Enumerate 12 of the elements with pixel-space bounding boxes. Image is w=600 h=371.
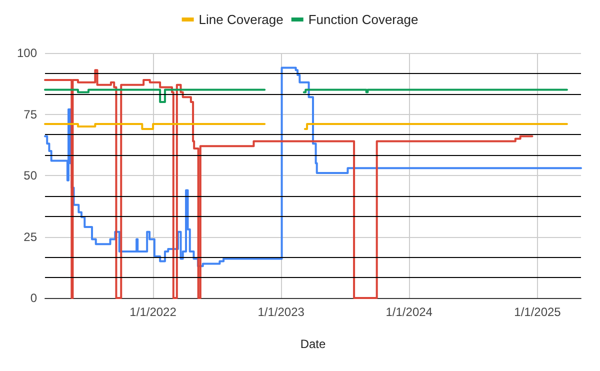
x-tick-label: 1/1/2023 bbox=[258, 305, 305, 319]
legend-label: Line Coverage bbox=[198, 12, 284, 27]
y-tick-label: 25 bbox=[24, 230, 38, 244]
x-axis-title: Date bbox=[300, 337, 326, 351]
x-tick-label: 1/1/2024 bbox=[386, 305, 433, 319]
legend-label: Function Coverage bbox=[308, 12, 418, 27]
y-tick-label: 75 bbox=[24, 107, 38, 122]
x-tick-label: 1/1/2022 bbox=[130, 305, 177, 319]
x-tick-label: 1/1/2025 bbox=[514, 305, 562, 319]
y-tick-label: 0 bbox=[30, 291, 38, 305]
y-tick-label: 100 bbox=[16, 46, 38, 60]
y-tick-label: 50 bbox=[24, 168, 38, 182]
